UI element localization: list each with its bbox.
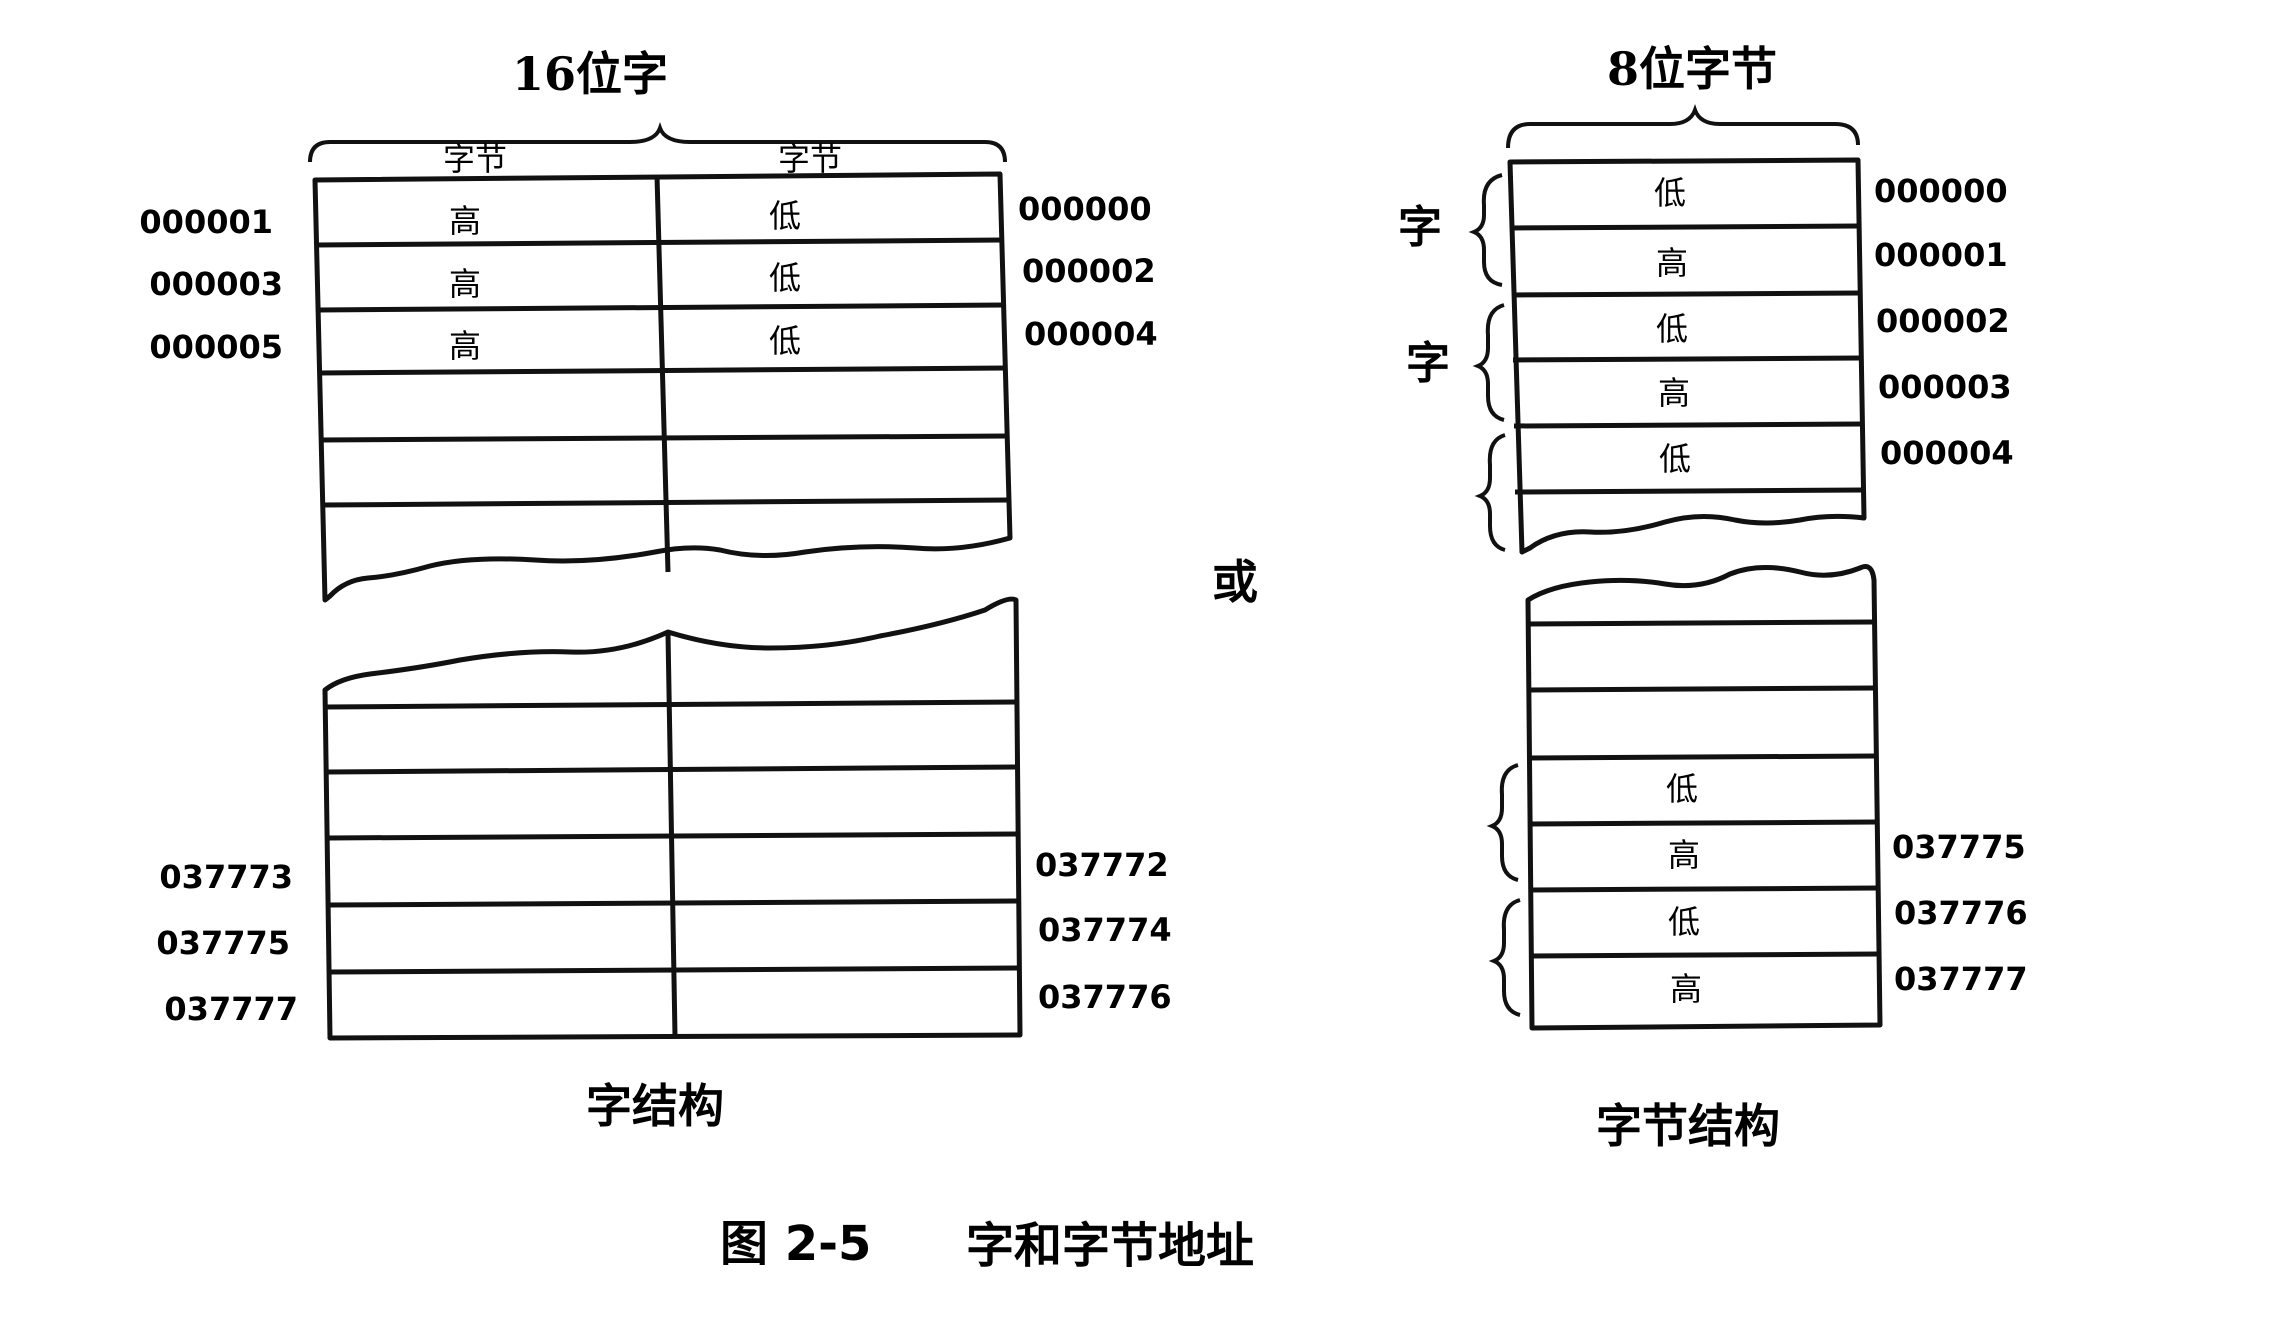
byte-cell-high: 高 xyxy=(1656,244,1688,282)
byte-cell-high: 高 xyxy=(1668,836,1700,874)
word-bottom-row-line xyxy=(329,965,1021,975)
word-structure-title: 16位字 xyxy=(512,47,668,101)
word-cell-low: 低 xyxy=(769,197,801,235)
byte-address: 000003 xyxy=(1878,368,2012,406)
byte-top-row-line xyxy=(1510,223,1860,231)
word-bottom-row-line xyxy=(326,764,1019,775)
word-bottom-box xyxy=(322,596,1023,1041)
word-group-brace xyxy=(1486,763,1519,882)
word-top-row-line xyxy=(320,433,1009,443)
word-group-brace xyxy=(1474,433,1506,552)
byte-bottom-row-line xyxy=(1528,685,1876,693)
figure-number: 图 2-5 xyxy=(720,1216,871,1272)
byte-structure-label: 字节结构 xyxy=(1596,1099,1780,1153)
byte-address: 037776 xyxy=(1894,894,2028,932)
byte-structure: 8位字节 低 高 低 高 低 000000 000001 000002 0000… xyxy=(1398,42,2028,1153)
byte-cell-low: 低 xyxy=(1668,903,1700,941)
byte-address: 037775 xyxy=(1892,828,2026,866)
byte-cell-high: 高 xyxy=(1658,374,1690,412)
word-group-brace xyxy=(1468,173,1503,287)
byte-bottom-row-line xyxy=(1527,619,1875,627)
figure-caption: 字和字节地址 xyxy=(966,1218,1254,1274)
word-cell-high: 高 xyxy=(449,265,481,303)
word-address-left: 000005 xyxy=(149,328,283,366)
word-address-right: 000004 xyxy=(1024,315,1158,353)
word-cell-high: 高 xyxy=(449,327,481,365)
word-address-left: 000003 xyxy=(149,265,283,303)
word-group-brace xyxy=(1488,898,1521,1017)
word-address-right: 037776 xyxy=(1038,978,1172,1016)
byte-cell-low: 低 xyxy=(1659,440,1691,478)
word-top-brace xyxy=(308,122,1007,163)
byte-address: 037777 xyxy=(1894,960,2028,998)
byte-cell-low: 低 xyxy=(1656,310,1688,348)
word-address-right: 000000 xyxy=(1018,190,1152,228)
byte-top-box xyxy=(1507,157,1867,555)
word-bottom-row-line xyxy=(328,898,1020,908)
word-cell-low: 低 xyxy=(769,259,801,297)
byte-cell-low: 低 xyxy=(1654,174,1686,212)
word-address-right: 000002 xyxy=(1022,252,1156,290)
byte-structure-title: 8位字节 xyxy=(1607,42,1777,96)
word-top-divider xyxy=(654,175,671,573)
byte-address: 000001 xyxy=(1874,236,2008,274)
word-address-left: 037773 xyxy=(159,858,293,896)
byte-top-row-line xyxy=(1513,421,1863,429)
word-structure-label: 字结构 xyxy=(586,1079,724,1133)
word-group-label: 字 xyxy=(1398,202,1442,253)
byte-top-row-line xyxy=(1512,355,1862,363)
byte-address: 000002 xyxy=(1876,302,2010,340)
byte-header-low: 字节 xyxy=(778,140,842,178)
byte-top-brace xyxy=(1506,104,1860,149)
byte-address: 000004 xyxy=(1880,434,2014,472)
word-address-right: 037772 xyxy=(1035,846,1169,884)
byte-bottom-row-line xyxy=(1529,819,1878,827)
word-top-row-line xyxy=(318,365,1007,376)
word-bottom-row-line xyxy=(325,699,1018,710)
or-separator: 或 xyxy=(1212,555,1258,609)
byte-header-high: 字节 xyxy=(443,140,507,178)
byte-bottom-row-line xyxy=(1530,951,1880,959)
word-cell-low: 低 xyxy=(769,322,801,360)
word-group-label: 字 xyxy=(1406,338,1450,389)
word-address-left: 037775 xyxy=(156,924,290,962)
byte-cell-high: 高 xyxy=(1670,970,1702,1008)
word-top-row-line xyxy=(322,497,1010,508)
word-structure: 16位字 字节 字节 高 低 高 低 高 低 000001 000003 000… xyxy=(139,47,1171,1133)
byte-top-row-line xyxy=(1511,290,1861,298)
word-bottom-row-line xyxy=(327,831,1020,841)
byte-bottom-box xyxy=(1525,564,1883,1031)
word-top-row-line xyxy=(315,237,1004,248)
word-address-left: 037777 xyxy=(164,990,298,1028)
word-group-brace xyxy=(1472,303,1505,422)
byte-bottom-row-line xyxy=(1529,753,1877,761)
word-address-left: 000001 xyxy=(139,203,273,241)
word-top-row-line xyxy=(317,302,1005,313)
byte-top-row-line xyxy=(1514,487,1864,495)
byte-bottom-row-line xyxy=(1530,885,1879,893)
byte-cell-low: 低 xyxy=(1666,770,1698,808)
word-top-box xyxy=(312,171,1013,603)
byte-address: 000000 xyxy=(1874,172,2008,210)
word-address-right: 037774 xyxy=(1038,911,1172,949)
word-cell-high: 高 xyxy=(449,202,481,240)
